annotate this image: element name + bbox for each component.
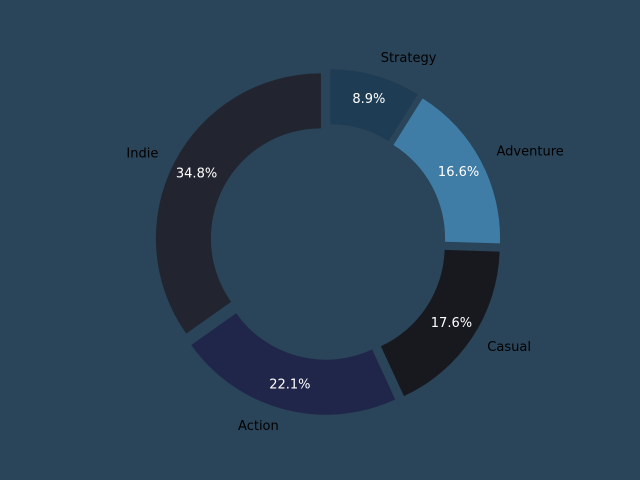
slices-group <box>155 69 501 415</box>
slice-adventure <box>393 98 501 244</box>
category-label-casual: Casual <box>487 340 531 355</box>
category-label-action: Action <box>238 419 279 434</box>
value-label-indie: 34.8% <box>176 166 217 181</box>
slice-strategy <box>330 69 418 142</box>
slice-casual <box>380 249 500 397</box>
category-label-indie: Indie <box>126 147 158 162</box>
category-label-strategy: Strategy <box>381 51 437 66</box>
slice-action <box>191 313 396 415</box>
value-label-action: 22.1% <box>269 377 310 392</box>
value-label-strategy: 8.9% <box>352 92 385 107</box>
labels-group: 8.9% Strategy 16.6% Adventure 17.6% Casual 22.… <box>126 51 563 434</box>
value-label-adventure: 16.6% <box>438 165 479 180</box>
slice-indie <box>155 73 321 334</box>
value-label-casual: 17.6% <box>431 316 472 331</box>
category-label-adventure: Adventure <box>497 145 564 160</box>
